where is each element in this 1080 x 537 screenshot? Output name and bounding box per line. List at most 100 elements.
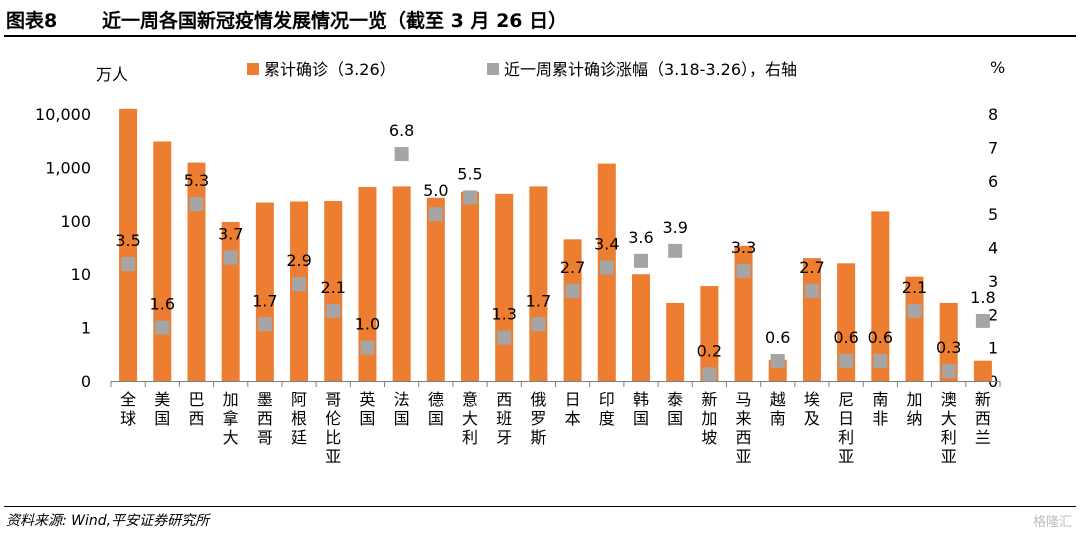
- growth-marker: [565, 283, 580, 298]
- growth-marker: [360, 340, 375, 355]
- watermark-logo: 格隆汇: [1032, 515, 1072, 530]
- bar: [905, 276, 924, 381]
- right-tick-label: 7: [988, 138, 998, 157]
- growth-data-label: 1.3: [491, 305, 516, 324]
- bar: [529, 186, 548, 381]
- bar: [871, 211, 890, 381]
- growth-data-label: 2.7: [560, 258, 585, 277]
- growth-marker: [599, 260, 614, 275]
- bar: [426, 197, 445, 381]
- right-tick-label: 4: [988, 239, 998, 258]
- left-axis-unit: 万人: [96, 65, 128, 84]
- bar: [221, 221, 240, 381]
- bar: [837, 263, 856, 381]
- legend-marker-swatch: [487, 63, 499, 75]
- category-label: 澳大利亚: [941, 390, 957, 466]
- left-tick-label: 100: [60, 212, 91, 231]
- growth-data-label: 5.3: [184, 171, 209, 190]
- figure-header: 图表8 近一周各国新冠疫情发展情况一览（截至 3 月 26 日）: [0, 0, 1080, 37]
- legend-bar-swatch: [247, 63, 259, 75]
- growth-data-label: 1.0: [355, 315, 380, 334]
- bar: [666, 302, 685, 381]
- category-label: 南非: [872, 390, 888, 428]
- right-tick-label: 8: [988, 105, 998, 124]
- growth-marker: [668, 243, 683, 258]
- growth-data-label: 5.0: [423, 181, 448, 200]
- growth-data-label: 1.7: [526, 291, 551, 310]
- growth-data-label: 3.3: [731, 238, 756, 257]
- growth-data-label: 3.5: [115, 231, 140, 250]
- left-tick-label: 10,000: [35, 105, 91, 124]
- bar: [495, 193, 514, 381]
- growth-data-label: 1.6: [150, 295, 175, 314]
- growth-marker: [223, 250, 238, 265]
- category-label: 阿根廷: [291, 390, 307, 447]
- growth-marker: [839, 353, 854, 368]
- left-tick-label: 0: [81, 372, 91, 391]
- legend-marker-label: 近一周累计确诊涨幅（3.18-3.26），右轴: [504, 60, 797, 79]
- category-label: 法国: [394, 390, 410, 428]
- bar: [324, 200, 343, 381]
- figure-title: 近一周各国新冠疫情发展情况一览（截至 3 月 26 日）: [102, 10, 568, 32]
- growth-marker: [394, 147, 409, 162]
- bar: [187, 162, 206, 381]
- growth-marker: [804, 283, 819, 298]
- left-tick-label: 10: [71, 265, 91, 284]
- category-label: 俄罗斯: [530, 390, 546, 447]
- category-label: 日本: [565, 390, 581, 428]
- growth-marker: [428, 207, 443, 222]
- bar: [392, 186, 411, 381]
- growth-marker: [736, 263, 751, 278]
- growth-marker: [155, 320, 170, 335]
- right-tick-label: 6: [988, 172, 998, 191]
- footer-divider: [4, 506, 1076, 507]
- growth-marker: [497, 330, 512, 345]
- figure-label: 图表8: [6, 10, 58, 32]
- growth-data-label: 3.4: [594, 235, 619, 254]
- bar-chart: 累计确诊（3.26） 近一周累计确诊涨幅（3.18-3.26），右轴 万人 % 10,0…: [35, 58, 1005, 466]
- growth-marker: [633, 253, 648, 268]
- category-label: 韩国: [633, 390, 649, 428]
- category-label: 墨西哥: [257, 390, 273, 447]
- growth-data-label: 0.6: [833, 328, 858, 347]
- growth-data-label: 0.6: [868, 328, 893, 347]
- right-axis-unit: %: [990, 58, 1005, 77]
- bar: [734, 245, 753, 381]
- growth-marker: [463, 190, 478, 205]
- category-label: 哥伦比亚: [325, 390, 341, 466]
- legend-bar-label: 累计确诊（3.26）: [264, 60, 396, 79]
- right-tick-label: 3: [988, 272, 998, 291]
- growth-data-label: 5.5: [457, 164, 482, 183]
- bar: [563, 239, 582, 381]
- category-label: 西班牙: [496, 390, 512, 447]
- growth-marker: [770, 353, 785, 368]
- bar: [461, 191, 480, 381]
- category-label: 加纳: [907, 390, 923, 428]
- category-label: 越南: [770, 390, 786, 428]
- category-label: 英国: [359, 390, 375, 428]
- source-note: 资料来源: Wind,平安证券研究所: [6, 513, 210, 529]
- growth-data-label: 2.7: [799, 258, 824, 277]
- growth-data-label: 0.2: [697, 341, 722, 360]
- category-label: 印度: [599, 390, 615, 428]
- growth-data-label: 3.7: [218, 225, 243, 244]
- growth-data-label: 2.1: [902, 278, 927, 297]
- growth-data-label: 3.9: [662, 218, 687, 237]
- right-tick-label: 1: [988, 339, 998, 358]
- growth-data-label: 6.8: [389, 121, 414, 140]
- category-label: 加拿大: [223, 390, 239, 447]
- growth-data-label: 2.1: [321, 278, 346, 297]
- bar: [290, 201, 309, 381]
- bar: [631, 274, 650, 381]
- category-label: 泰国: [667, 390, 683, 428]
- bar: [939, 302, 958, 381]
- right-tick-label: 2: [988, 305, 998, 324]
- bar: [153, 141, 172, 381]
- category-label: 美国: [154, 390, 170, 428]
- right-tick-label: 5: [988, 205, 998, 224]
- growth-marker: [907, 303, 922, 318]
- category-label: 德国: [428, 390, 444, 428]
- category-label: 尼日利亚: [838, 390, 854, 466]
- bar: [700, 286, 719, 381]
- growth-data-label: 1.8: [970, 288, 995, 307]
